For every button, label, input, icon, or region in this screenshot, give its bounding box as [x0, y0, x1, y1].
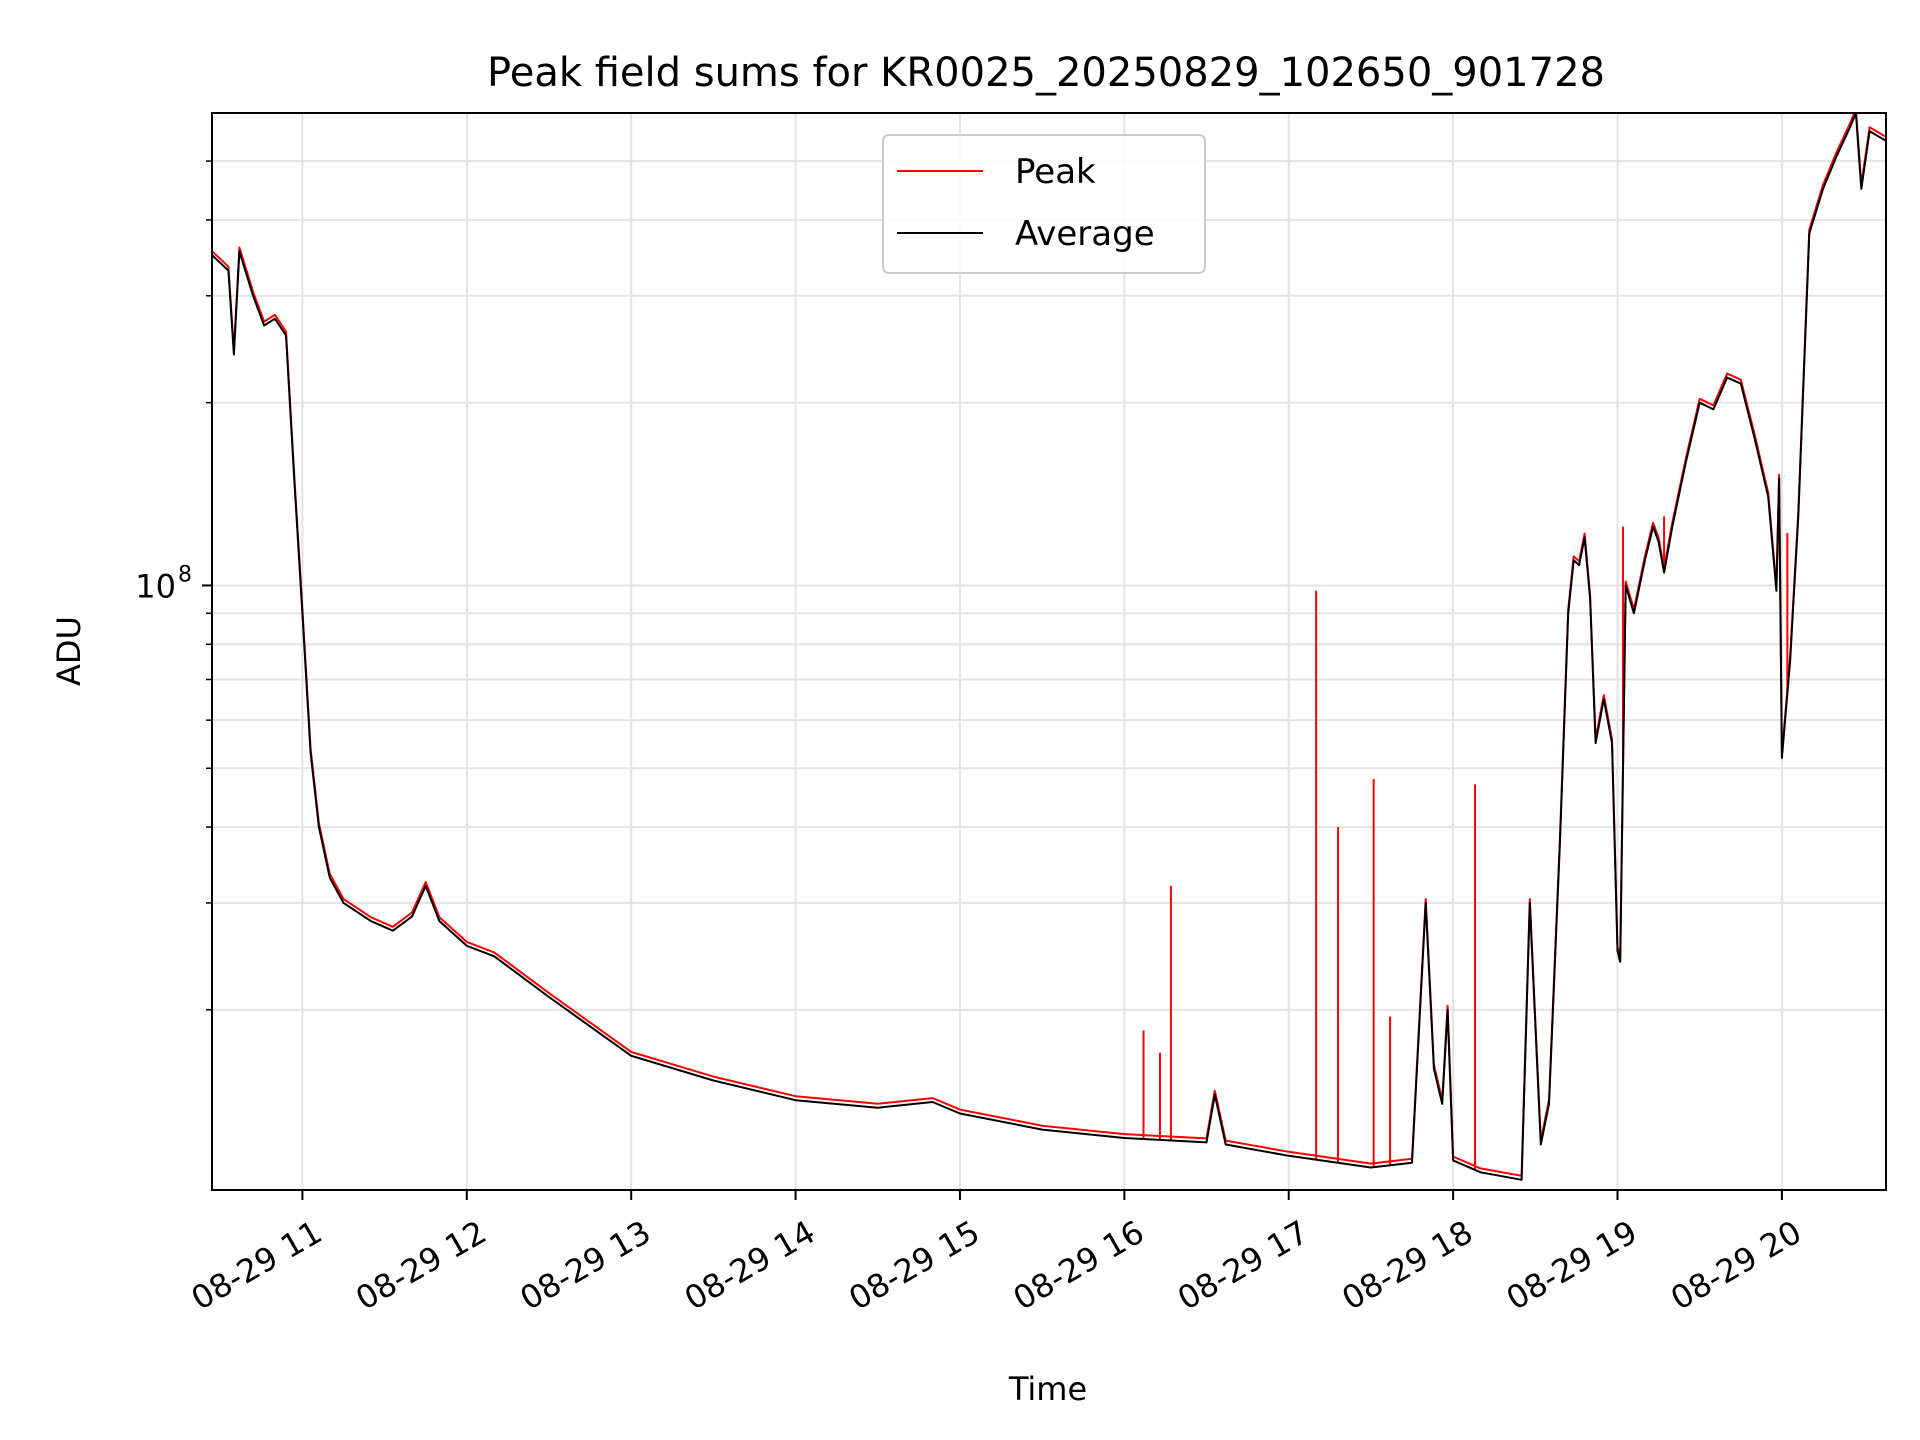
- legend: Peak Average: [882, 134, 1206, 274]
- chart-title: Peak field sums for KR0025_20250829_1026…: [487, 50, 1605, 96]
- series-line-average: [212, 113, 1886, 1181]
- y-tick-label-base: 10: [135, 567, 176, 605]
- y-axis-label: ADU: [50, 616, 88, 686]
- legend-box: [882, 134, 1206, 274]
- legend-label-average: Average: [1015, 214, 1155, 254]
- y-tick-label-exponent: 8: [178, 562, 192, 587]
- x-axis-label: Time: [1008, 1370, 1087, 1408]
- legend-label-peak: Peak: [1015, 152, 1096, 192]
- data-layer: [212, 113, 1886, 1181]
- y-tick-label: 10: [135, 567, 176, 605]
- plot-frame: [211, 112, 1887, 1191]
